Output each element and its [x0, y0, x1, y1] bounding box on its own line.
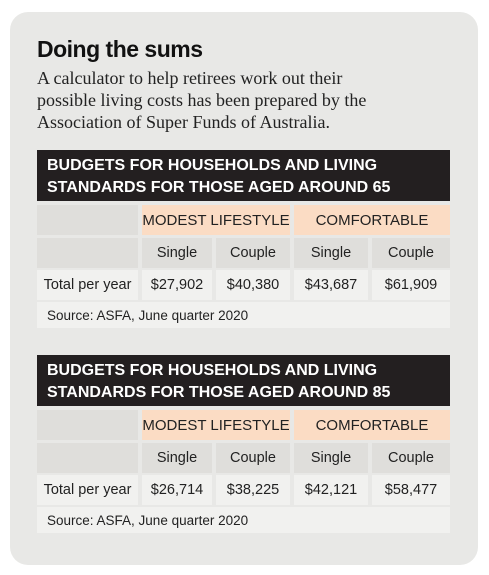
column-header: Single	[294, 443, 368, 473]
empty-cell	[37, 205, 138, 235]
group-header: MODEST LIFESTYLE	[142, 410, 290, 440]
group-header: COMFORTABLE	[294, 410, 450, 440]
value-cell: $26,714	[142, 475, 212, 505]
table-title-line: STANDARDS FOR THOSE AGED AROUND 65	[47, 179, 391, 196]
table-title-line: STANDARDS FOR THOSE AGED AROUND 85	[47, 384, 391, 401]
column-header: Single	[294, 238, 368, 268]
column-header: Single	[142, 238, 212, 268]
title: Doing the sums	[37, 36, 203, 62]
table-title-line: BUDGETS FOR HOUSEHOLDS AND LIVING	[47, 362, 378, 379]
column-header: Couple	[216, 238, 290, 268]
table-header: BUDGETS FOR HOUSEHOLDS AND LIVING STANDAR…	[37, 150, 450, 201]
intro-line: Association of Super Funds of Australia.	[37, 112, 330, 132]
intro-line: A calculator to help retirees work out t…	[37, 68, 343, 88]
value-cell: $61,909	[372, 270, 450, 300]
value-cell: $42,121	[294, 475, 368, 505]
source: Source: ASFA, June quarter 2020	[37, 507, 450, 533]
empty-cell	[37, 238, 138, 268]
table-header: BUDGETS FOR HOUSEHOLDS AND LIVING STANDAR…	[37, 355, 450, 406]
column-header: Couple	[216, 443, 290, 473]
column-header: Single	[142, 443, 212, 473]
value-cell: $58,477	[372, 475, 450, 505]
row-label: Total per year	[37, 475, 138, 505]
column-header: Couple	[372, 238, 450, 268]
column-header: Couple	[372, 443, 450, 473]
value-cell: $38,225	[216, 475, 290, 505]
group-header: COMFORTABLE	[294, 205, 450, 235]
empty-cell	[37, 410, 138, 440]
intro-line: possible living costs has been prepared …	[37, 90, 367, 110]
value-cell: $40,380	[216, 270, 290, 300]
value-cell: $43,687	[294, 270, 368, 300]
source: Source: ASFA, June quarter 2020	[37, 302, 450, 328]
group-header: MODEST LIFESTYLE	[142, 205, 290, 235]
empty-cell	[37, 443, 138, 473]
value-cell: $27,902	[142, 270, 212, 300]
row-label: Total per year	[37, 270, 138, 300]
table-title-line: BUDGETS FOR HOUSEHOLDS AND LIVING	[47, 157, 378, 174]
